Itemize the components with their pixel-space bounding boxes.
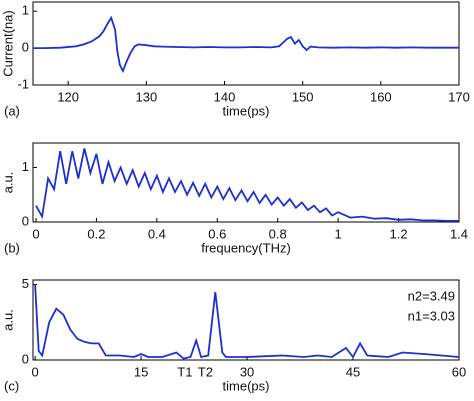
x-tick-label: 120 [57, 89, 79, 104]
x-tick-label: 0 [32, 364, 39, 379]
y-tick-label: 0 [22, 213, 29, 228]
x-tick-label: 0.6 [208, 226, 226, 241]
annotation: n1=3.03 [408, 308, 455, 323]
x-tick-label: 0 [32, 226, 39, 241]
x-tick-label: 160 [370, 89, 392, 104]
marker-label: T1 [177, 364, 192, 379]
x-tick-label: 130 [135, 89, 157, 104]
annotation: n2=3.49 [408, 288, 455, 303]
x-tick-label: 170 [448, 89, 470, 104]
data-line [33, 15, 459, 74]
x-axis-label: frequency(THz) [201, 240, 291, 255]
x-tick-label: 140 [214, 89, 236, 104]
x-tick-label: 45 [346, 364, 360, 379]
x-tick-label: 0.4 [148, 226, 166, 241]
y-tick-label: 0 [22, 351, 29, 366]
y-tick-label: 1 [22, 159, 29, 174]
y-tick-label: 0 [22, 40, 29, 55]
x-tick-label: 15 [134, 364, 148, 379]
axes-box [32, 142, 460, 223]
x-axis-label: time(ps) [223, 378, 270, 393]
panel-label: (c) [4, 378, 19, 393]
y-axis-label: a.u. [0, 309, 15, 331]
data-line [34, 284, 460, 360]
x-tick-label: 1 [335, 226, 342, 241]
y-tick-label: -1 [17, 76, 29, 91]
x-tick-label: 1.2 [390, 226, 408, 241]
y-tick-label: 5 [22, 276, 29, 291]
y-tick-label: 1 [22, 3, 29, 18]
axes-box [32, 279, 460, 361]
panel-label: (a) [4, 103, 20, 118]
x-tick-label: 0.2 [87, 226, 105, 241]
x-tick-label: 0.8 [269, 226, 287, 241]
x-axis-label: time(ps) [223, 103, 270, 118]
marker-label: T2 [198, 364, 213, 379]
y-axis-label: a.u. [0, 172, 15, 194]
x-tick-label: 1.4 [450, 226, 468, 241]
panel-label: (b) [4, 240, 20, 255]
x-tick-label: 60 [452, 364, 466, 379]
data-line [35, 148, 459, 222]
x-tick-label: 30 [240, 364, 254, 379]
y-axis-label: Current(na) [0, 10, 15, 76]
axes-box [32, 1, 460, 86]
x-tick-label: 150 [292, 89, 314, 104]
